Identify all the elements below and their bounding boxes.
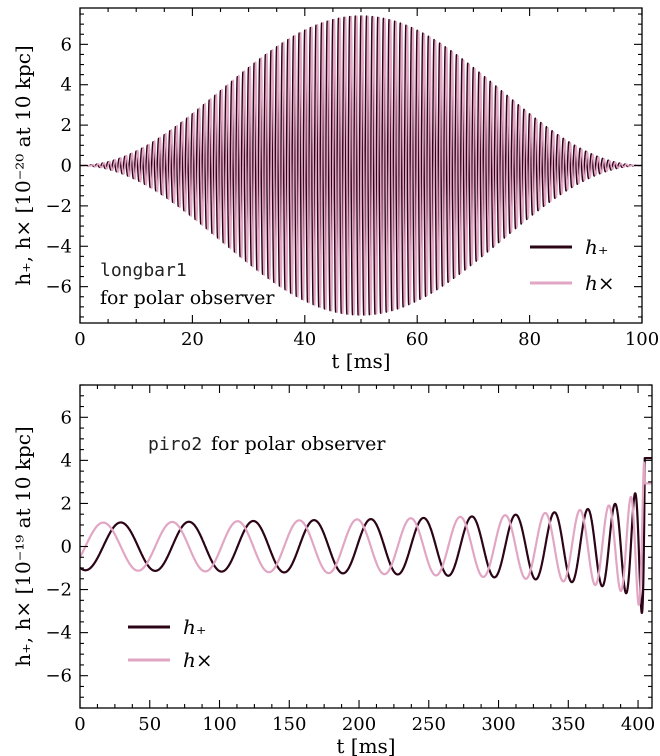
- y-tick-label: 2: [61, 493, 72, 514]
- x-tick-label: 250: [412, 714, 446, 735]
- x-tick-label: 0: [74, 329, 85, 350]
- y-tick-label: 4: [61, 75, 72, 96]
- series-line-h-plus: [80, 457, 652, 615]
- chart-top-longbar1: 0 20 40 60 80 100 −6 −4 −2 0 2 4 6 t [ms] h₊, h× [10⁻²…: [11, 7, 659, 373]
- chart-bottom-piro2: 0 50 100 150 200 250 300 350 400 −6 −4 −2 0 2 4 6 t [ms]…: [11, 384, 655, 756]
- y-tick-label: −4: [45, 623, 72, 644]
- legend-label-h-plus: h₊: [585, 235, 608, 259]
- x-tick-label: 150: [272, 714, 306, 735]
- model-name-label: longbar1: [100, 260, 187, 281]
- x-tick-label: 40: [293, 329, 316, 350]
- x-tick-label: 400: [621, 714, 655, 735]
- x-tick-label: 350: [551, 714, 585, 735]
- y-tick-label: 4: [61, 450, 72, 471]
- legend-label-h-plus: h₊: [183, 615, 206, 639]
- x-tick-label: 80: [518, 329, 541, 350]
- y-tick-label: −6: [45, 277, 72, 298]
- series-line-h-cross: [80, 15, 642, 316]
- y-tick-label: −2: [45, 196, 72, 217]
- y-tick-label: 0: [61, 156, 72, 177]
- y-tick-label: 6: [61, 407, 72, 428]
- x-tick-label: 60: [406, 329, 429, 350]
- legend-label-h-cross: h×: [183, 648, 213, 672]
- y-tick-label: −2: [45, 580, 72, 601]
- x-tick-label: 100: [625, 329, 659, 350]
- x-tick-label: 300: [481, 714, 515, 735]
- y-tick-label: 2: [61, 115, 72, 136]
- y-tick-label: −6: [45, 666, 72, 687]
- x-axis-label: t [ms]: [336, 734, 395, 756]
- x-tick-label: 0: [74, 714, 85, 735]
- observer-label: for polar observer: [211, 433, 386, 455]
- x-tick-label: 50: [138, 714, 161, 735]
- model-name-label: piro2: [148, 434, 202, 455]
- x-tick-label: 200: [342, 714, 376, 735]
- y-tick-label: 6: [61, 34, 72, 55]
- y-axis-label: h₊, h× [10⁻¹⁹ at 10 kpc]: [11, 426, 35, 666]
- x-axis-label: t [ms]: [331, 349, 390, 373]
- legend-label-h-cross: h×: [585, 271, 615, 295]
- y-tick-label: 0: [61, 537, 72, 558]
- x-tick-label: 100: [202, 714, 236, 735]
- series-line-h-cross: [80, 461, 652, 606]
- y-tick-label: −4: [45, 236, 72, 257]
- y-axis-label: h₊, h× [10⁻²⁰ at 10 kpc]: [11, 45, 35, 285]
- observer-label: for polar observer: [100, 287, 275, 309]
- x-tick-label: 20: [181, 329, 204, 350]
